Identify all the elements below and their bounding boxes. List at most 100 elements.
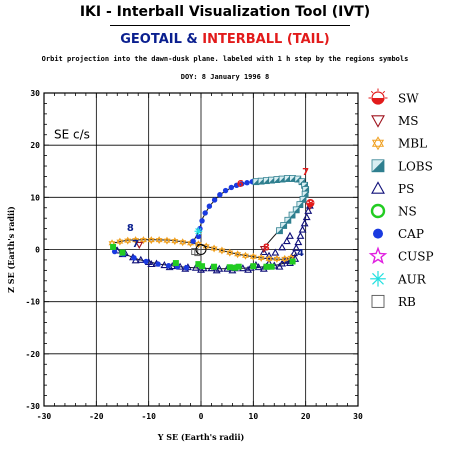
mbl-marker (265, 254, 273, 263)
cap-marker (239, 181, 245, 187)
frame-label: SE c/s (54, 128, 90, 142)
plot-labels: SE c/s 8 7 6 7 8 8 4 (54, 128, 314, 259)
ns-marker (263, 263, 270, 270)
cap-marker (222, 187, 229, 194)
ps-marker (254, 263, 263, 271)
ns-marker (110, 243, 117, 250)
cap-marker (202, 210, 208, 216)
filled-circle-icon (373, 228, 383, 239)
legend-label: PS (398, 182, 414, 196)
ps-marker (304, 206, 313, 214)
down-triangle-icon (371, 115, 385, 128)
mbl-marker (179, 238, 187, 247)
asterisk-icon (370, 271, 386, 287)
mbl-marker (281, 254, 289, 263)
mbl-marker (234, 250, 242, 259)
mbl-marker (218, 246, 226, 255)
legend-item-cusp: CUSP (368, 246, 434, 265)
cap-marker (190, 238, 196, 244)
ps-marker (265, 251, 273, 259)
y-axis-label: Z SE (Earth's radii) (6, 206, 16, 293)
y-tick-label: 30 (30, 89, 40, 98)
legend-item-ps: PS (371, 181, 414, 196)
x-tick-label: 10 (249, 412, 259, 421)
legend-item-ms: MS (371, 114, 419, 128)
doy-date: DOY: 8 January 1996 8 (180, 73, 270, 81)
subtitle-interball: INTERBALL (TAIL) (202, 32, 330, 47)
plot-description: Orbit projection into the dawn-dusk plan… (41, 55, 409, 63)
mbl-marker (171, 237, 179, 246)
ns-marker (250, 263, 257, 270)
ps-marker (160, 261, 169, 269)
ms-marker (259, 246, 268, 254)
cap-marker (165, 262, 172, 269)
y-tick-label: -10 (26, 298, 41, 307)
ns-marker (268, 263, 275, 270)
cap-marker (244, 180, 250, 186)
star-icon (368, 246, 388, 265)
earth-symbol (195, 244, 207, 255)
legend-label: AUR (397, 272, 427, 286)
ps-marker (292, 243, 301, 251)
x-tick-label: 20 (301, 412, 311, 421)
ps-marker (244, 265, 253, 273)
legend: SW MS MBL LOBS PS NS CAP CUSP AUR RB (368, 88, 434, 309)
lobs-marker (288, 211, 296, 219)
aur-marker (370, 271, 386, 287)
legend-label: CAP (398, 227, 424, 241)
half-filled-square-icon (371, 159, 385, 173)
y-tick-label: -30 (26, 402, 41, 411)
mbl-marker (273, 254, 281, 263)
hour-label: 8 (307, 199, 314, 210)
ms-marker (135, 241, 144, 249)
y-tick-label: -20 (26, 350, 41, 359)
cap-marker (111, 248, 118, 255)
title-underline (110, 25, 350, 26)
mbl-marker (371, 136, 385, 151)
lobs-marker (276, 227, 283, 235)
rb-marker (194, 249, 202, 257)
ms-marker (371, 115, 385, 128)
mbl-marker (242, 251, 249, 260)
ps-marker (197, 265, 205, 273)
ring-icon (370, 203, 386, 219)
ns-marker (289, 258, 296, 265)
mbl-marker (155, 236, 163, 245)
legend-label: MBL (398, 137, 427, 151)
cusp-marker (368, 246, 388, 265)
ns-marker (211, 263, 218, 270)
cap-marker (206, 203, 213, 209)
x-tick-label: 0 (199, 412, 204, 421)
cap-marker (155, 261, 161, 267)
ps-marker (286, 231, 294, 239)
cap-marker (233, 182, 240, 189)
lobs-marker (280, 222, 288, 229)
ns-marker (195, 261, 202, 268)
ps-marker (282, 237, 291, 245)
cap-marker (131, 255, 137, 261)
ps-marker (278, 243, 287, 251)
aur-marker (194, 227, 203, 236)
mbl-marker (147, 236, 155, 245)
plot-axes: -30 -20 -10 0 10 20 30 30 20 10 0 -10 -20 -30 Y SE (Ea… (6, 89, 363, 442)
cap-marker (217, 192, 223, 198)
y-tick-label: 20 (30, 141, 40, 150)
mbl-marker (139, 236, 147, 245)
ns-marker (226, 264, 233, 271)
lobs-marker (371, 159, 385, 173)
ns-marker (119, 249, 126, 256)
star-of-david-icon (371, 136, 385, 151)
x-axis-label: Y SE (Earth's radii) (157, 432, 245, 442)
ns-marker (172, 260, 179, 267)
hour-label: 8 (263, 243, 270, 254)
ps-marker (259, 247, 268, 256)
ps-marker (371, 181, 385, 194)
up-triangle-icon (371, 181, 385, 194)
mbl-marker (249, 252, 257, 261)
x-tick-label: -10 (141, 412, 156, 421)
legend-item-lobs: LOBS (371, 159, 433, 173)
lobs-marker (296, 201, 304, 209)
ps-marker (290, 249, 299, 257)
legend-item-aur: AUR (370, 271, 427, 287)
